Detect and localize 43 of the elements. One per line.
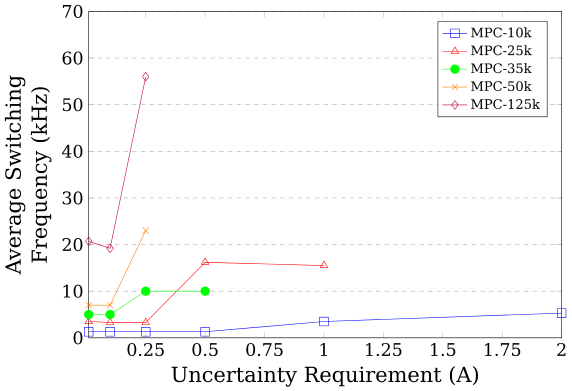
x-tick-label: 2 [557, 342, 566, 356]
point [142, 72, 150, 82]
x-tick-label: 0.5 [192, 342, 218, 356]
x-tick-label: 1 [320, 342, 328, 356]
y-tick-label: 0 [74, 331, 82, 344]
x-tick-label: 0.75 [246, 342, 283, 356]
point [320, 260, 328, 268]
x-tick-label: 1.25 [366, 342, 402, 356]
point [106, 243, 114, 253]
point [84, 310, 94, 319]
legend-label: MPC-10k [471, 27, 532, 38]
y-tick-label: 10 [64, 284, 82, 298]
point [84, 326, 94, 336]
point [319, 316, 329, 326]
y-tick-label: 70 [62, 4, 82, 18]
point [141, 286, 150, 296]
point [85, 236, 92, 246]
point [106, 302, 114, 308]
legend-label: MPC-125k [471, 98, 540, 109]
y-axis-title: Average Switching Frequency (kHz) [4, 75, 52, 274]
point [85, 302, 92, 308]
y-tick-label: 60 [62, 51, 82, 64]
point [142, 318, 150, 325]
x-axis-title: Uncertainty Requirement (A) [172, 366, 478, 386]
point [106, 318, 114, 325]
point [105, 326, 115, 336]
y-tick-label: 20 [62, 238, 82, 251]
point [105, 310, 115, 319]
legend-label: MPC-25k [471, 44, 532, 56]
point [200, 326, 210, 336]
y-tick-label: 40 [62, 144, 82, 158]
point [201, 257, 210, 265]
point [141, 326, 150, 336]
legend-label: MPC-50k [471, 80, 532, 91]
x-tick-label: 1.5 [431, 342, 456, 356]
legend-label: MPC-35k [471, 62, 532, 73]
y-tick-label: 30 [62, 191, 82, 204]
y-tick-label: 50 [62, 98, 82, 112]
point [556, 308, 566, 318]
x-tick-label: 0.25 [127, 342, 164, 356]
point [200, 286, 210, 296]
x-tick-label: 1.75 [484, 342, 520, 356]
point [142, 227, 150, 234]
